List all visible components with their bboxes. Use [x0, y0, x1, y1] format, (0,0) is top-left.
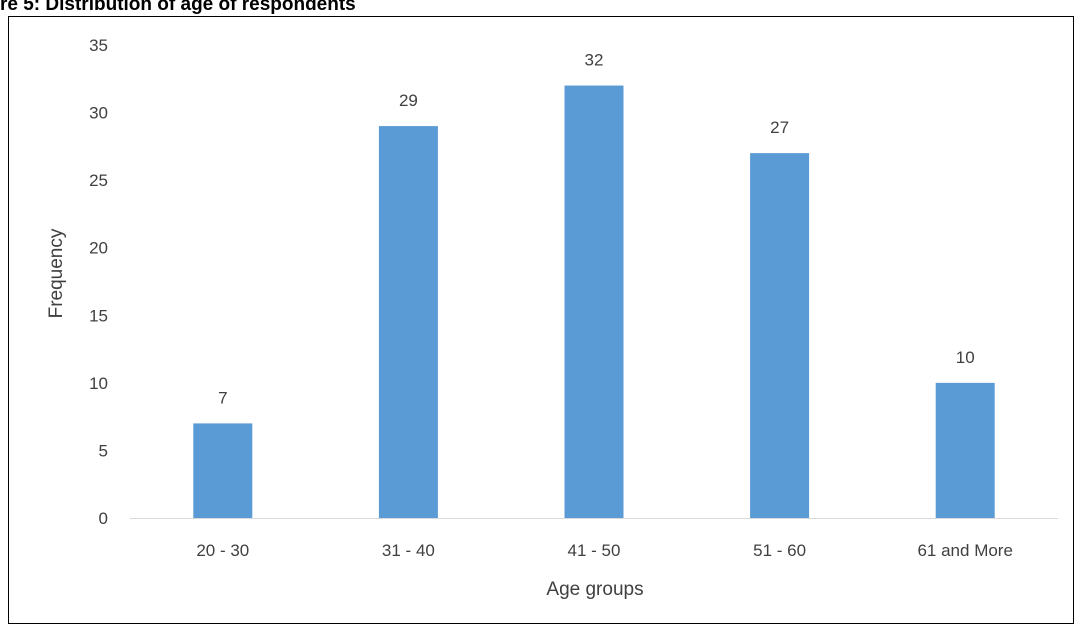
bar-data-label: 10	[956, 348, 975, 367]
bar	[564, 85, 624, 519]
y-tick-label: 5	[99, 441, 108, 460]
bar-data-label: 7	[218, 388, 227, 407]
chart-frame	[8, 16, 1074, 624]
y-axis-ticks: 0 5 10 15 20 25 30 35	[89, 36, 108, 528]
data-labels: 7 29 32 27 10	[218, 51, 975, 408]
bar	[935, 382, 995, 518]
bar-data-label: 27	[770, 118, 789, 137]
category-labels: 20 - 30 31 - 40 41 - 50 51 - 60 61 and More	[196, 541, 1013, 560]
x-axis-title: Age groups	[546, 579, 643, 600]
y-tick-label: 10	[89, 374, 108, 393]
bar-data-label: 32	[585, 51, 604, 70]
y-tick-label: 15	[89, 306, 108, 325]
bar	[750, 153, 810, 518]
x-category-label: 20 - 30	[196, 541, 249, 560]
bars	[193, 85, 995, 519]
y-tick-label: 25	[89, 171, 108, 190]
x-category-label: 51 - 60	[753, 541, 806, 560]
x-category-label: 61 and More	[917, 541, 1012, 560]
y-tick-label: 20	[89, 239, 108, 258]
y-tick-label: 0	[99, 509, 108, 528]
figure-title: re 5: Distribution of age of respondents	[0, 0, 356, 15]
x-category-label: 31 - 40	[382, 541, 435, 560]
y-tick-label: 30	[89, 104, 108, 123]
bar	[193, 423, 253, 518]
y-axis-title: Frequency	[46, 228, 67, 318]
bar	[378, 126, 438, 518]
x-category-label: 41 - 50	[568, 541, 621, 560]
y-tick-label: 35	[89, 36, 108, 55]
bar-data-label: 29	[399, 91, 418, 110]
